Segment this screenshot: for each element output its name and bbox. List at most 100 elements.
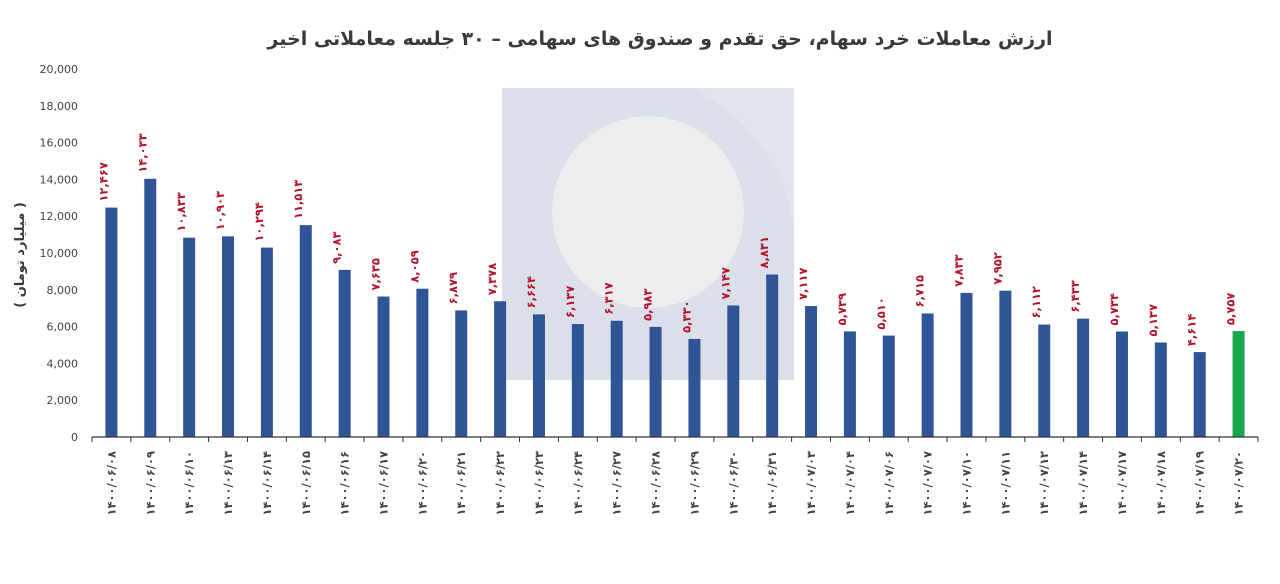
data-label: ۶,۱۳۷ [563,286,577,318]
x-tick-label: ۱۴۰۰/۰۷/۰۴ [843,451,857,516]
bar [299,225,312,437]
x-tick-label: ۱۴۰۰/۰۶/۲۸ [649,451,663,516]
bar [1077,318,1090,437]
x-tick-label: ۱۴۰۰/۰۶/۱۳ [221,451,235,516]
data-label: ۱۰,۲۹۴ [252,202,266,241]
bar [105,207,118,437]
y-tick-label: 2,000 [47,394,79,407]
x-tick-label: ۱۴۰۰/۰۷/۰۷ [921,451,935,516]
bar [960,292,973,437]
x-tick-label: ۱۴۰۰/۰۷/۱۲ [1037,451,1051,516]
x-tick-label: ۱۴۰۰/۰۶/۲۰ [415,451,429,516]
bar [1038,324,1051,437]
y-tick-label: 4,000 [47,357,79,370]
x-tick-label: ۱۴۰۰/۰۶/۲۴ [571,451,585,516]
data-label: ۸,۸۳۱ [757,236,771,268]
chart-title: ارزش معاملات خرد سهام، حق تقدم و صندوق ه… [266,28,1052,50]
x-axis-ticks: ۱۴۰۰/۰۶/۰۸ ۱۴۰۰/۰۶/۰۹ ۱۴۰۰/۰۶/۱۰ ۱۴۰۰/۰۶/۱۳… [91,437,1259,516]
bar [1193,352,1206,437]
x-tick-label: ۱۴۰۰/۰۶/۱۰ [182,451,196,516]
bar [766,274,779,437]
x-tick-label: ۱۴۰۰/۰۷/۱۷ [1115,451,1129,516]
data-label: ۵,۹۸۳ [641,288,655,320]
x-tick-label: ۱۴۰۰/۰۷/۱۰ [960,451,974,516]
data-label: ۶,۱۱۲ [1029,286,1043,318]
y-tick-label: 0 [71,431,78,444]
bar [260,247,273,437]
x-tick-label: ۱۴۰۰/۰۶/۳۱ [765,451,779,516]
bar [1154,342,1167,437]
bar [727,305,740,437]
y-tick-label: 18,000 [40,100,79,113]
data-label: ۷,۶۳۵ [369,258,383,290]
data-label: ۴,۶۱۴ [1185,314,1199,346]
x-tick-label: ۱۴۰۰/۰۶/۲۷ [610,451,624,516]
data-label: ۶,۳۱۷ [602,282,616,314]
bar [222,236,235,437]
x-tick-label: ۱۴۰۰/۰۷/۱۴ [1076,451,1090,516]
x-tick-label: ۱۴۰۰/۰۷/۰۳ [804,451,818,516]
data-label: ۷,۳۷۸ [485,263,499,295]
x-tick-label: ۱۴۰۰/۰۶/۲۹ [687,451,701,516]
data-label: ۵,۵۱۰ [874,297,888,329]
x-tick-label: ۱۴۰۰/۰۶/۰۸ [104,451,118,516]
data-label: ۱۰,۹۰۳ [213,191,227,230]
x-tick-label: ۱۴۰۰/۰۶/۱۵ [299,451,313,516]
x-tick-label: ۱۴۰۰/۰۶/۱۶ [338,451,352,516]
data-label: ۱۴,۰۳۳ [135,133,149,172]
x-tick-label: ۱۴۰۰/۰۶/۳۰ [726,451,740,516]
data-label: ۶,۶۶۴ [524,276,538,308]
bar [921,313,934,437]
x-tick-label: ۱۴۰۰/۰۷/۱۸ [1154,451,1168,516]
data-label: ۵,۷۳۹ [835,293,849,325]
watermark-logo [502,88,795,380]
bar [688,338,701,437]
y-tick-label: 6,000 [47,321,79,334]
data-label: ۶,۷۱۵ [913,275,927,307]
y-axis-label: ( میلیارد تومان ) [13,202,28,308]
x-tick-label: ۱۴۰۰/۰۶/۲۲ [493,451,507,516]
bars [105,178,1245,438]
bar [338,269,351,437]
x-tick-label: ۱۴۰۰/۰۶/۲۱ [454,451,468,516]
bar [183,237,196,437]
bar [843,331,856,437]
y-tick-label: 20,000 [40,63,79,76]
bar [649,326,662,437]
data-label: ۱۰,۸۳۳ [174,192,188,231]
x-tick-label: ۱۴۰۰/۰۷/۰۶ [882,451,896,516]
bar [455,310,468,437]
data-label: ۷,۸۳۳ [952,254,966,286]
data-label: ۷,۱۴۷ [718,267,732,299]
data-label: ۷,۹۵۲ [990,252,1004,284]
y-tick-label: 10,000 [40,247,79,260]
y-tick-label: 8,000 [47,284,79,297]
data-label: ۷,۱۱۷ [796,268,810,300]
data-label: ۸,۰۵۹ [407,250,421,282]
bar [805,306,818,437]
bar [999,290,1012,437]
bar [144,178,157,438]
bar [882,335,895,437]
x-tick-label: ۱۴۰۰/۰۷/۱۱ [998,451,1012,516]
x-tick-label: ۱۴۰۰/۰۷/۱۹ [1193,451,1207,516]
bar [610,320,623,437]
data-label: ۱۱,۵۱۳ [291,180,305,219]
bar [532,314,545,437]
x-tick-label: ۱۴۰۰/۰۶/۱۴ [260,451,274,516]
y-axis-ticks: 0 2,000 4,000 6,000 8,000 10,000 12,000 14,000 1… [40,63,79,444]
data-label: ۵,۷۵۷ [1224,293,1238,325]
data-label: ۹,۰۸۳ [330,231,344,263]
x-tick-label: ۱۴۰۰/۰۶/۰۹ [143,451,157,516]
data-label: ۵,۳۳۰ [679,300,693,332]
data-labels: ۱۲,۴۶۷ ۱۴,۰۳۳ ۱۰,۸۳۳ ۱۰,۹۰۳ ۱۰,۲۹۴ ۱۱,۵۱۳ ۹,۰۸… [96,133,1237,346]
bar [416,288,429,437]
x-tick-label: ۱۴۰۰/۰۶/۱۷ [377,451,391,516]
data-label: ۵,۷۳۴ [1107,293,1121,325]
bar [494,301,507,437]
data-label: ۶,۴۳۳ [1068,280,1082,312]
data-label: ۱۲,۴۶۷ [96,162,110,201]
bar [571,324,584,437]
y-tick-label: 12,000 [40,210,79,223]
